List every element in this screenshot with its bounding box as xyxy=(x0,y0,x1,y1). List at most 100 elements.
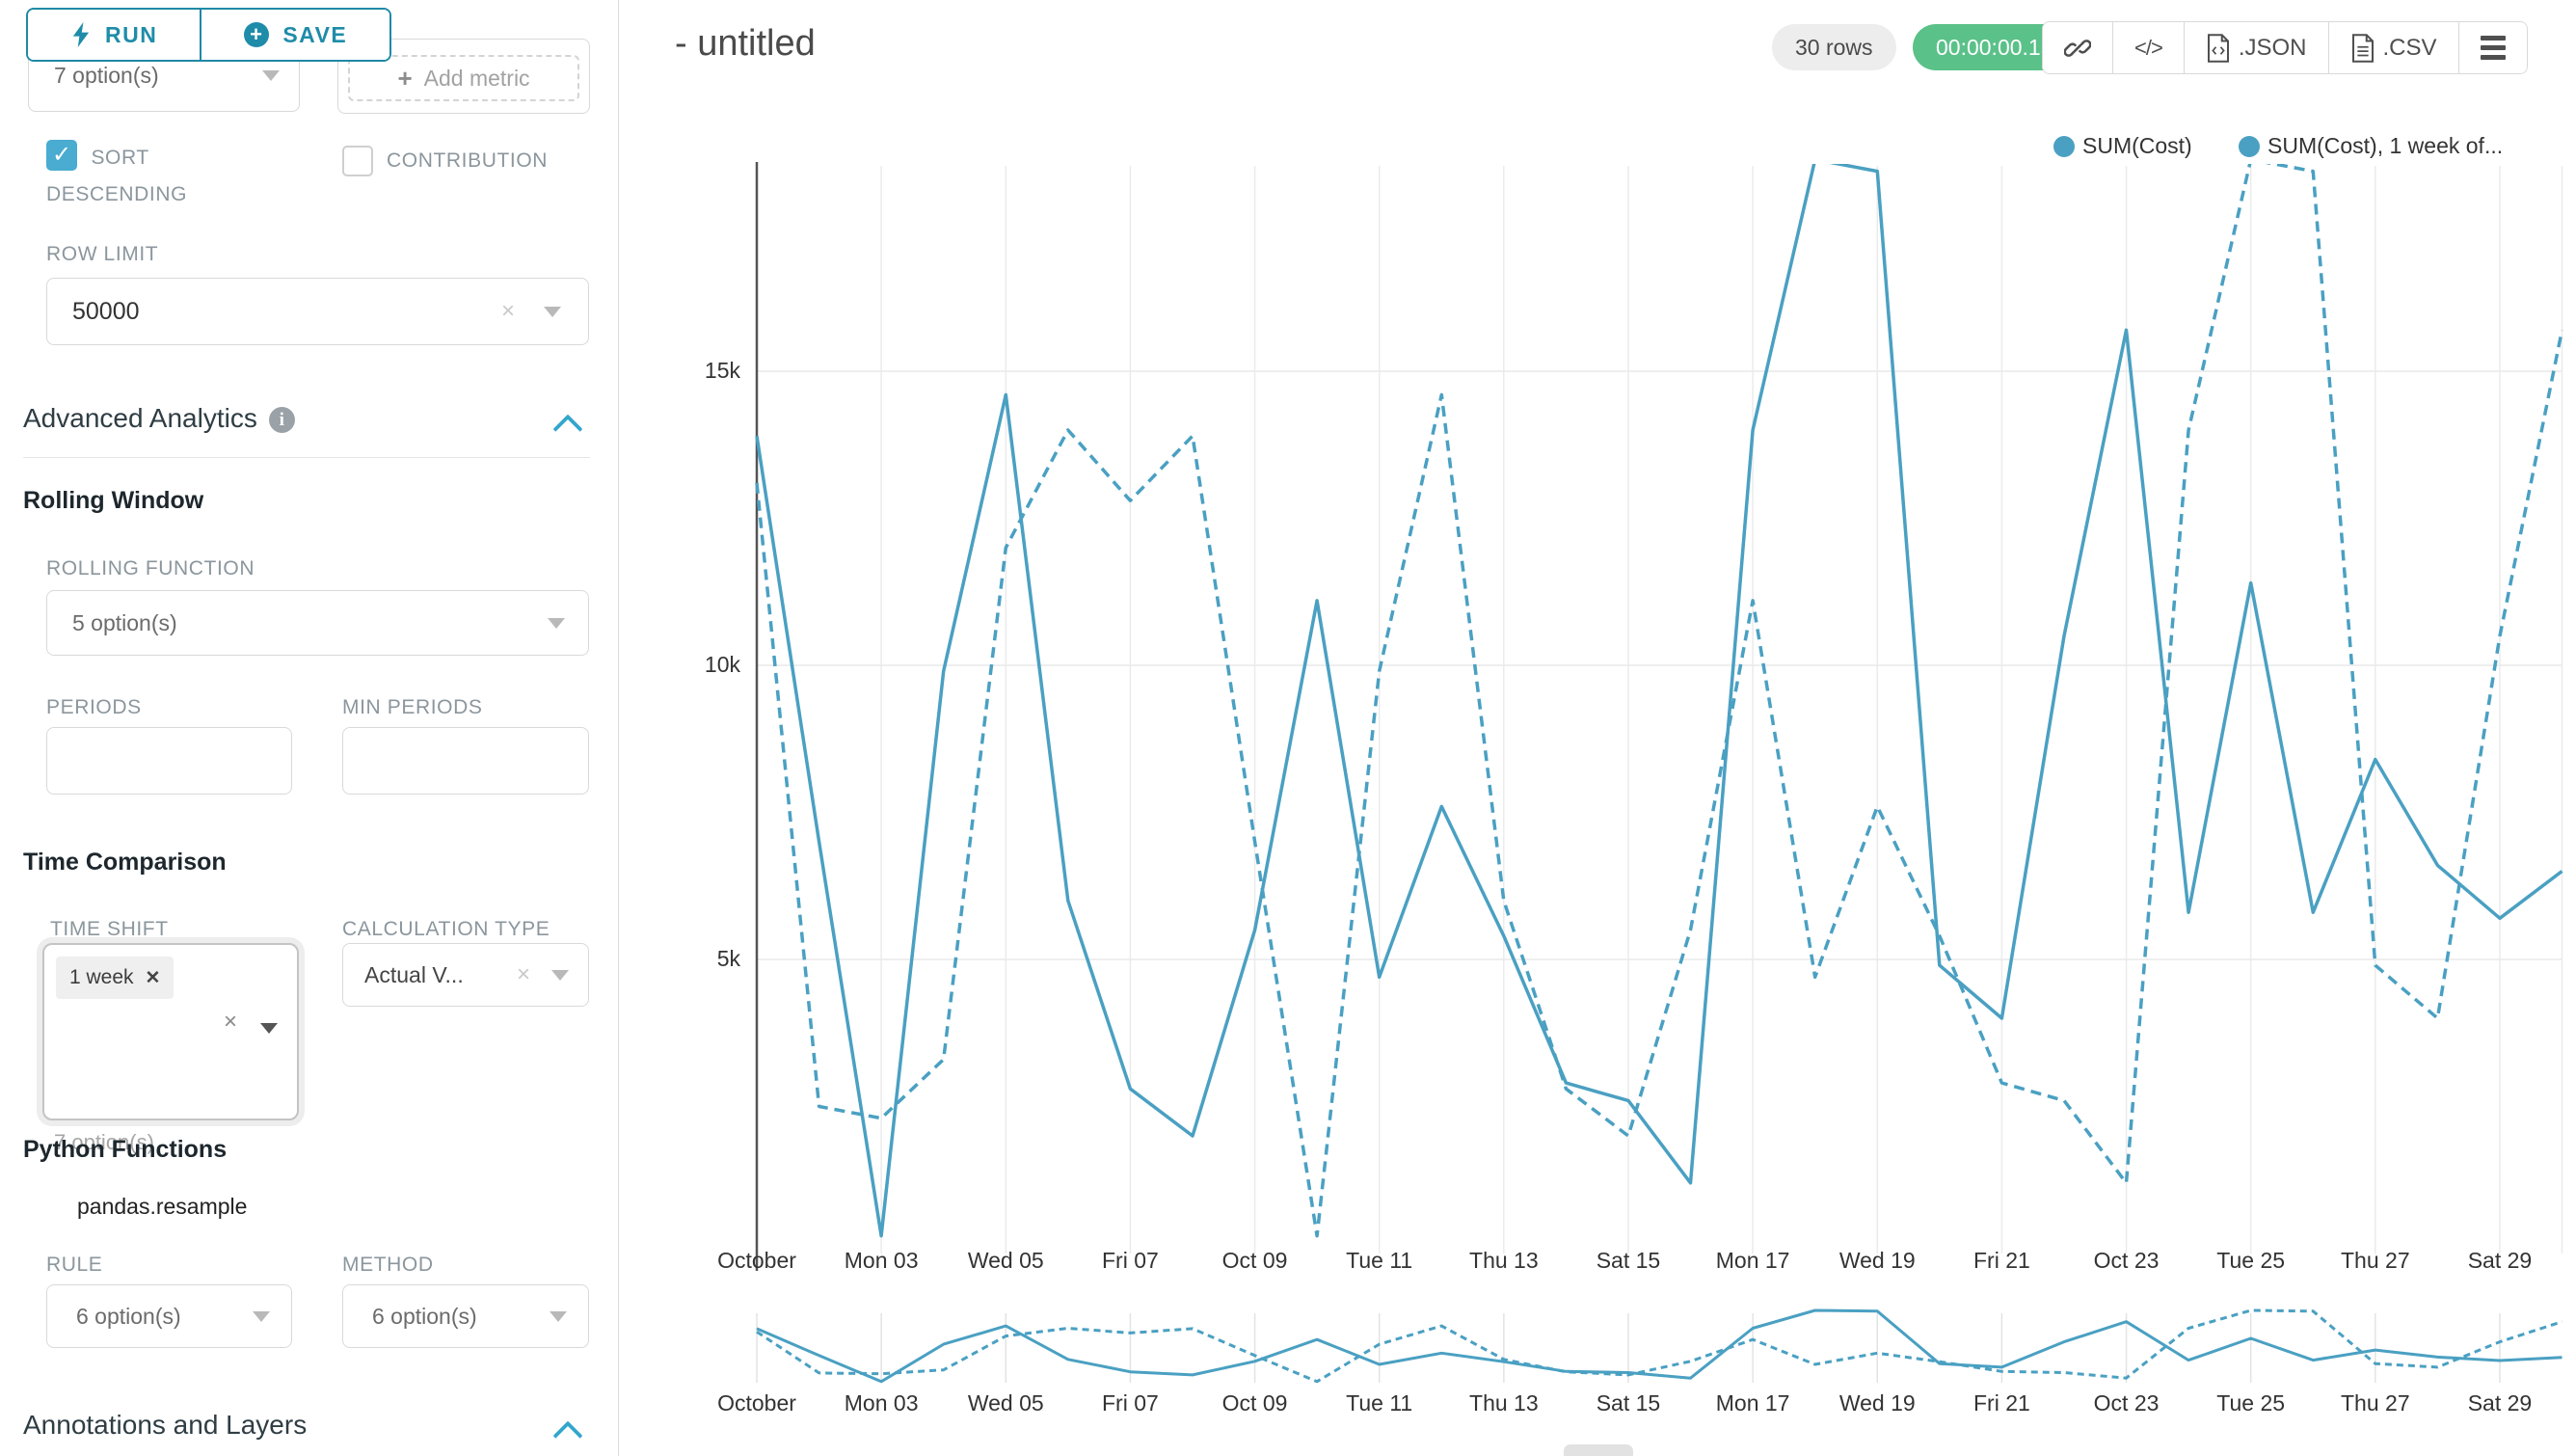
advanced-analytics-title: Advanced Analytics xyxy=(23,403,257,433)
mini-x-axis-tick-label: Oct 23 xyxy=(2093,1390,2160,1416)
row-limit-select[interactable]: 50000 × xyxy=(46,278,589,345)
x-axis-tick-label: Oct 23 xyxy=(2093,1248,2160,1273)
export-csv-button[interactable]: .CSV xyxy=(2327,22,2458,73)
advanced-analytics-header: Advanced Analytics i xyxy=(23,403,295,434)
add-metric-label: Add metric xyxy=(423,65,530,91)
run-button[interactable]: RUN xyxy=(28,10,201,60)
row-limit-value: 50000 xyxy=(72,297,140,325)
mini-x-axis-tick-label: Tue 11 xyxy=(1346,1390,1413,1416)
code-icon: </> xyxy=(2134,35,2163,60)
export-json-button[interactable]: .JSON xyxy=(2183,22,2328,73)
export-json-label: .JSON xyxy=(2238,34,2307,61)
chevron-down-icon xyxy=(544,307,561,317)
x-axis-tick-label: Fri 07 xyxy=(1102,1248,1159,1273)
x-axis-tick-label: Wed 05 xyxy=(967,1248,1044,1273)
chevron-down-icon xyxy=(548,618,565,629)
y-axis-tick-label: 15k xyxy=(704,358,740,383)
mini-x-axis-tick-label: Thu 13 xyxy=(1469,1390,1539,1416)
contribution-control[interactable]: CONTRIBUTION xyxy=(342,143,548,179)
rows-count-badge: 30 rows xyxy=(1772,24,1896,70)
info-icon: i xyxy=(268,407,295,433)
chart-resize-handle[interactable] xyxy=(1564,1444,1633,1456)
contribution-checkbox[interactable] xyxy=(342,146,373,176)
time-shift-tag-label: 1 week xyxy=(69,966,134,988)
collapse-annotations-icon[interactable] xyxy=(552,1420,583,1451)
hamburger-menu-icon xyxy=(2480,36,2506,60)
x-axis-tick-label: Thu 27 xyxy=(2341,1248,2410,1273)
add-metric-container: + Add metric xyxy=(337,39,590,114)
time-shift-multiselect[interactable]: 1 week ✕ × xyxy=(42,943,299,1120)
x-axis-tick-label: Oct 09 xyxy=(1221,1248,1288,1273)
method-select[interactable]: 6 option(s) xyxy=(342,1284,589,1348)
chevron-down-icon xyxy=(253,1311,270,1322)
x-axis-tick-label: Fri 21 xyxy=(1972,1248,2030,1273)
run-button-label: RUN xyxy=(105,21,158,47)
legend-item-sum-cost[interactable]: SUM(Cost) xyxy=(2053,133,2192,159)
plus-circle-icon: + xyxy=(244,22,270,47)
chart-title: - untitled xyxy=(675,23,816,64)
add-metric-button[interactable]: + Add metric xyxy=(348,55,579,101)
chevron-down-icon xyxy=(260,1023,278,1034)
periods-input[interactable] xyxy=(46,727,292,795)
plus-icon: + xyxy=(397,63,413,93)
mini-x-axis-tick-label: Fri 07 xyxy=(1102,1390,1159,1416)
save-button[interactable]: + SAVE xyxy=(200,10,390,60)
csv-file-icon xyxy=(2351,33,2374,63)
min-periods-label: MIN PERIODS xyxy=(342,696,483,718)
time-shift-helper: 7 option(s) xyxy=(54,1130,154,1154)
y-axis-tick-label: 5k xyxy=(716,946,740,971)
x-axis-tick-label: Tue 25 xyxy=(2216,1248,2286,1273)
calculation-type-value: Actual V... xyxy=(364,961,464,987)
pandas-resample-label: pandas.resample xyxy=(77,1194,248,1219)
rule-label: RULE xyxy=(46,1254,103,1276)
copy-link-button[interactable] xyxy=(2043,22,2112,73)
contribution-label: CONTRIBUTION xyxy=(387,149,549,172)
min-periods-input[interactable] xyxy=(342,727,589,795)
clear-icon[interactable]: × xyxy=(516,961,530,987)
clear-icon[interactable]: × xyxy=(223,1009,237,1035)
rolling-window-header: Rolling Window xyxy=(23,487,204,514)
legend-dot-icon xyxy=(2053,135,2075,157)
x-axis-tick-label: Mon 17 xyxy=(1715,1248,1790,1273)
mini-x-axis-tick-label: Sat 15 xyxy=(1596,1390,1661,1416)
metrics-select-value: 7 option(s) xyxy=(54,62,159,88)
x-axis-tick-label: Sat 29 xyxy=(2467,1248,2533,1273)
mini-x-axis-tick-label: Tue 25 xyxy=(2216,1390,2286,1416)
chevron-down-icon xyxy=(262,70,280,81)
time-shift-label: TIME SHIFT xyxy=(50,918,169,940)
annotations-header: Annotations and Layers xyxy=(23,1410,308,1440)
view-query-button[interactable]: </> xyxy=(2112,22,2184,73)
collapse-advanced-analytics-icon[interactable] xyxy=(552,414,583,445)
legend-label: SUM(Cost), 1 week of... xyxy=(2267,133,2504,158)
run-save-button-group: RUN + SAVE xyxy=(26,8,392,62)
time-shift-tag[interactable]: 1 week ✕ xyxy=(56,957,174,999)
x-axis-tick-label: Mon 03 xyxy=(844,1248,919,1273)
rolling-function-select[interactable]: 5 option(s) xyxy=(46,590,589,656)
chart-menu-button[interactable] xyxy=(2457,22,2527,73)
chevron-down-icon xyxy=(550,1311,567,1322)
calculation-type-label: CALCULATION TYPE xyxy=(342,918,550,940)
legend-dot-icon xyxy=(2239,135,2260,157)
mini-x-axis-tick-label: Mon 03 xyxy=(844,1390,919,1416)
link-icon xyxy=(2064,39,2091,57)
rule-value: 6 option(s) xyxy=(76,1303,181,1329)
clear-icon[interactable]: × xyxy=(500,298,515,324)
x-axis-tick-label: Wed 19 xyxy=(1838,1248,1916,1273)
save-button-label: SAVE xyxy=(282,21,348,47)
time-comparison-header: Time Comparison xyxy=(23,849,227,876)
rule-select[interactable]: 6 option(s) xyxy=(46,1284,292,1348)
legend-item-sum-cost-shifted[interactable]: SUM(Cost), 1 week of... xyxy=(2239,133,2503,159)
mini-x-axis-tick-label: Wed 05 xyxy=(967,1390,1044,1416)
sort-descending-checkbox[interactable]: ✓ xyxy=(46,140,77,171)
x-axis-tick-label: October xyxy=(717,1248,796,1273)
mini-x-axis-tick-label: Fri 21 xyxy=(1972,1390,2030,1416)
export-csv-label: .CSV xyxy=(2382,34,2437,61)
calculation-type-select[interactable]: Actual V... × xyxy=(342,943,589,1007)
rolling-function-value: 5 option(s) xyxy=(72,609,177,635)
sort-descending-control[interactable]: ✓ SORT DESCENDING xyxy=(46,140,254,213)
remove-tag-icon[interactable]: ✕ xyxy=(145,967,161,988)
mini-x-axis-tick-label: Sat 29 xyxy=(2467,1390,2533,1416)
method-value: 6 option(s) xyxy=(372,1303,477,1329)
chevron-down-icon xyxy=(551,970,569,981)
